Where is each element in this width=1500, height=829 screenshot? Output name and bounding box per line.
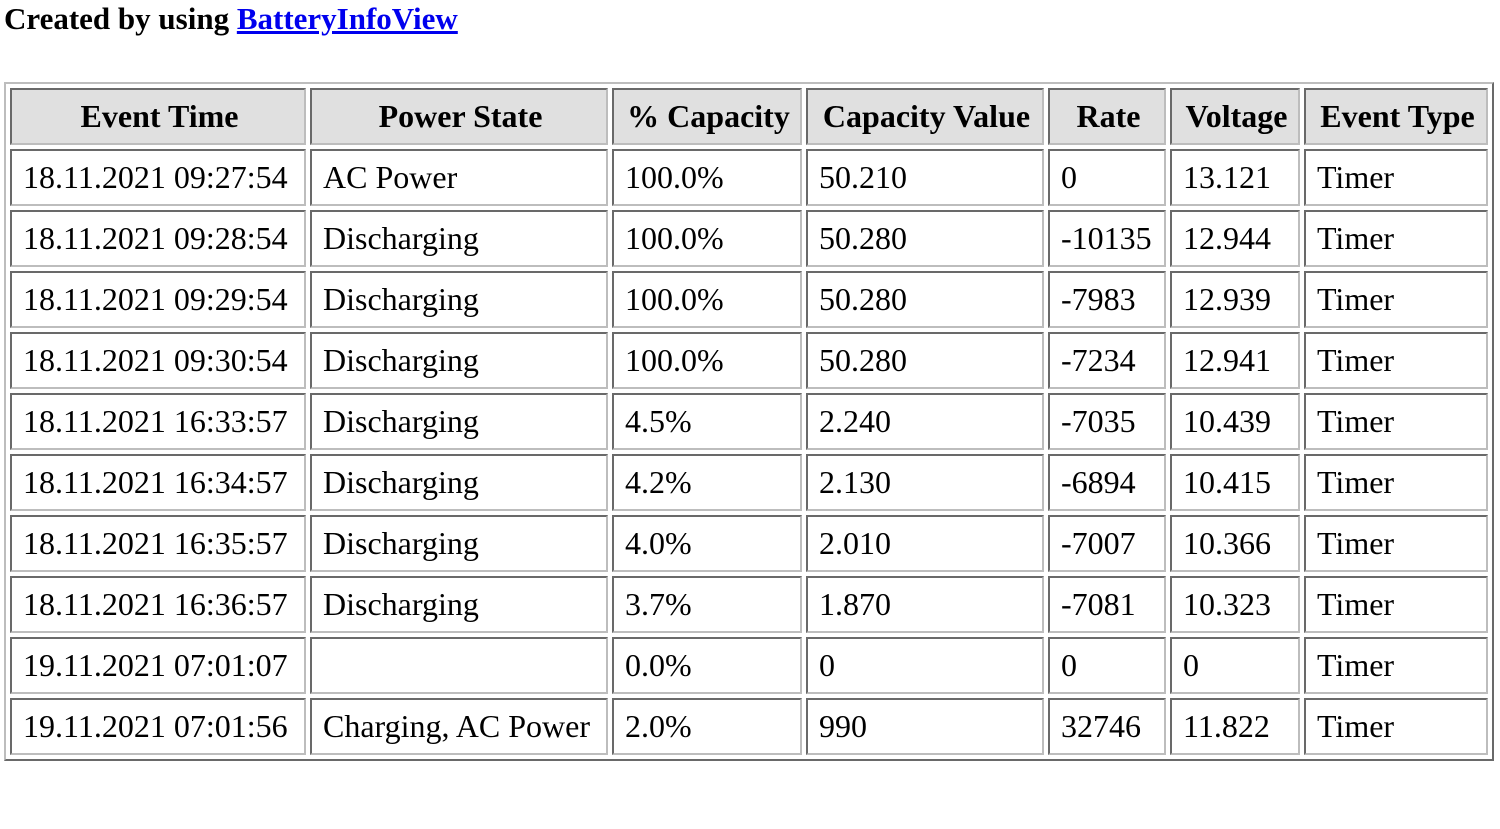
cell-power-state: Discharging xyxy=(310,515,608,572)
cell-power-state xyxy=(310,637,608,694)
cell-power-state: Charging, AC Power xyxy=(310,698,608,755)
cell-capacity-value: 50.280 xyxy=(806,271,1044,328)
cell-percent-capacity: 100.0% xyxy=(612,332,802,389)
cell-event-type: Timer xyxy=(1304,454,1488,511)
cell-capacity-value: 50.280 xyxy=(806,210,1044,267)
cell-capacity-value: 2.240 xyxy=(806,393,1044,450)
cell-voltage: 12.941 xyxy=(1170,332,1300,389)
cell-rate: 32746 xyxy=(1048,698,1166,755)
cell-event-type: Timer xyxy=(1304,332,1488,389)
cell-event-type: Timer xyxy=(1304,271,1488,328)
cell-voltage: 11.822 xyxy=(1170,698,1300,755)
table-row: 18.11.2021 16:35:57 Discharging 4.0% 2.0… xyxy=(10,515,1488,572)
table-row: 19.11.2021 07:01:56 Charging, AC Power 2… xyxy=(10,698,1488,755)
table-row: 18.11.2021 16:36:57 Discharging 3.7% 1.8… xyxy=(10,576,1488,633)
cell-event-time: 18.11.2021 16:36:57 xyxy=(10,576,306,633)
table-row: 18.11.2021 16:34:57 Discharging 4.2% 2.1… xyxy=(10,454,1488,511)
credit-prefix: Created by using xyxy=(4,1,230,36)
cell-percent-capacity: 3.7% xyxy=(612,576,802,633)
cell-event-time: 18.11.2021 09:27:54 xyxy=(10,149,306,206)
batteryinfoview-link[interactable]: BatteryInfoView xyxy=(236,1,458,36)
cell-percent-capacity: 0.0% xyxy=(612,637,802,694)
cell-capacity-value: 50.210 xyxy=(806,149,1044,206)
cell-capacity-value: 0 xyxy=(806,637,1044,694)
cell-percent-capacity: 100.0% xyxy=(612,271,802,328)
cell-voltage: 10.366 xyxy=(1170,515,1300,572)
cell-power-state: Discharging xyxy=(310,332,608,389)
cell-event-type: Timer xyxy=(1304,149,1488,206)
table-row: 18.11.2021 09:29:54 Discharging 100.0% 5… xyxy=(10,271,1488,328)
cell-event-time: 18.11.2021 16:33:57 xyxy=(10,393,306,450)
cell-event-type: Timer xyxy=(1304,637,1488,694)
cell-rate: -6894 xyxy=(1048,454,1166,511)
column-header-percent-capacity: % Capacity xyxy=(612,88,802,145)
cell-event-time: 18.11.2021 09:29:54 xyxy=(10,271,306,328)
cell-voltage: 12.944 xyxy=(1170,210,1300,267)
cell-rate: -7007 xyxy=(1048,515,1166,572)
cell-power-state: Discharging xyxy=(310,393,608,450)
cell-rate: -10135 xyxy=(1048,210,1166,267)
cell-event-time: 18.11.2021 16:34:57 xyxy=(10,454,306,511)
column-header-voltage: Voltage xyxy=(1170,88,1300,145)
cell-power-state: AC Power xyxy=(310,149,608,206)
cell-percent-capacity: 100.0% xyxy=(612,149,802,206)
table-row: 19.11.2021 07:01:07 0.0% 0 0 0 Timer xyxy=(10,637,1488,694)
cell-voltage: 10.439 xyxy=(1170,393,1300,450)
cell-voltage: 13.121 xyxy=(1170,149,1300,206)
cell-event-type: Timer xyxy=(1304,515,1488,572)
table-header-row: Event Time Power State % Capacity Capaci… xyxy=(10,88,1488,145)
battery-events-table: Event Time Power State % Capacity Capaci… xyxy=(4,82,1494,761)
cell-rate: -7035 xyxy=(1048,393,1166,450)
cell-rate: -7983 xyxy=(1048,271,1166,328)
cell-capacity-value: 1.870 xyxy=(806,576,1044,633)
cell-power-state: Discharging xyxy=(310,210,608,267)
cell-power-state: Discharging xyxy=(310,271,608,328)
column-header-event-type: Event Type xyxy=(1304,88,1488,145)
column-header-capacity-value: Capacity Value xyxy=(806,88,1044,145)
table-body: 18.11.2021 09:27:54 AC Power 100.0% 50.2… xyxy=(10,149,1488,755)
cell-rate: -7234 xyxy=(1048,332,1166,389)
table-row: 18.11.2021 09:28:54 Discharging 100.0% 5… xyxy=(10,210,1488,267)
cell-event-time: 19.11.2021 07:01:07 xyxy=(10,637,306,694)
column-header-rate: Rate xyxy=(1048,88,1166,145)
column-header-power-state: Power State xyxy=(310,88,608,145)
cell-event-time: 18.11.2021 16:35:57 xyxy=(10,515,306,572)
table-row: 18.11.2021 09:27:54 AC Power 100.0% 50.2… xyxy=(10,149,1488,206)
cell-event-type: Timer xyxy=(1304,698,1488,755)
table-row: 18.11.2021 16:33:57 Discharging 4.5% 2.2… xyxy=(10,393,1488,450)
cell-voltage: 12.939 xyxy=(1170,271,1300,328)
cell-rate: 0 xyxy=(1048,637,1166,694)
cell-event-time: 18.11.2021 09:30:54 xyxy=(10,332,306,389)
cell-power-state: Discharging xyxy=(310,454,608,511)
cell-event-time: 18.11.2021 09:28:54 xyxy=(10,210,306,267)
cell-percent-capacity: 4.2% xyxy=(612,454,802,511)
cell-capacity-value: 2.130 xyxy=(806,454,1044,511)
credit-line: Created by using BatteryInfoView xyxy=(4,0,458,38)
cell-event-type: Timer xyxy=(1304,393,1488,450)
cell-rate: -7081 xyxy=(1048,576,1166,633)
cell-percent-capacity: 4.5% xyxy=(612,393,802,450)
cell-rate: 0 xyxy=(1048,149,1166,206)
cell-capacity-value: 2.010 xyxy=(806,515,1044,572)
cell-voltage: 10.323 xyxy=(1170,576,1300,633)
cell-capacity-value: 50.280 xyxy=(806,332,1044,389)
table-row: 18.11.2021 09:30:54 Discharging 100.0% 5… xyxy=(10,332,1488,389)
cell-voltage: 0 xyxy=(1170,637,1300,694)
column-header-event-time: Event Time xyxy=(10,88,306,145)
cell-event-type: Timer xyxy=(1304,210,1488,267)
cell-percent-capacity: 2.0% xyxy=(612,698,802,755)
cell-event-time: 19.11.2021 07:01:56 xyxy=(10,698,306,755)
cell-capacity-value: 990 xyxy=(806,698,1044,755)
cell-power-state: Discharging xyxy=(310,576,608,633)
cell-voltage: 10.415 xyxy=(1170,454,1300,511)
cell-event-type: Timer xyxy=(1304,576,1488,633)
cell-percent-capacity: 4.0% xyxy=(612,515,802,572)
cell-percent-capacity: 100.0% xyxy=(612,210,802,267)
